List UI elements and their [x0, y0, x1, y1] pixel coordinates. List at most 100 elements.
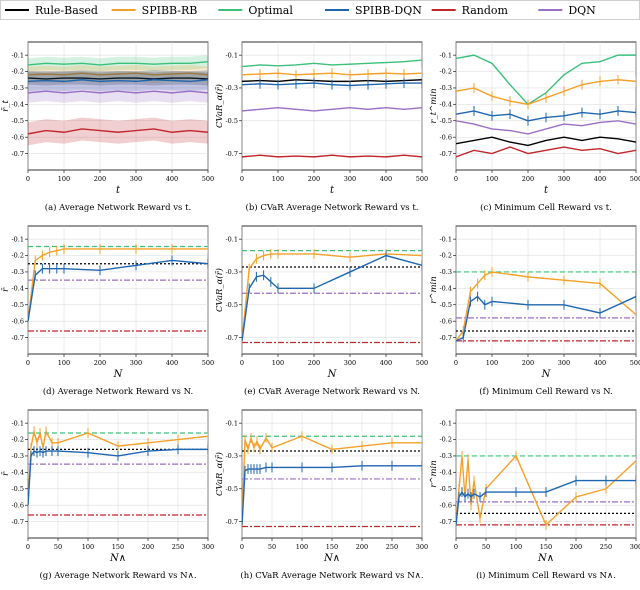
y-tick-label: -0.5	[11, 485, 24, 493]
y-tick-label: -0.1	[225, 235, 238, 243]
y-tick-label: -0.5	[439, 117, 452, 125]
y-tick-label: -0.3	[439, 452, 452, 460]
plot-area-c	[456, 54, 636, 158]
x-tick-label: 100	[58, 175, 70, 183]
y-tick-label: -0.2	[439, 436, 452, 444]
panel-a: 0 100 200 300 400 500 -0.1 -0.2 -0.3 -0.4 -0.5 -0.6…	[1, 41, 214, 213]
x-tick-label: 200	[308, 175, 320, 183]
panel-b: 0 100 200 300 400 500 -0.1 -0.3 -0.5 -0.7 t CVaR_α(…	[214, 41, 428, 213]
plot-frame-e	[241, 225, 423, 355]
y-axis-label: r̄_t	[1, 100, 11, 112]
x-tick-label: 100	[486, 359, 498, 367]
y-tick-label: -0.5	[225, 117, 238, 125]
panel-caption: (b) CVaR Average Network Reward vs t.	[246, 202, 419, 213]
x-tick-label: 200	[522, 175, 534, 183]
panel-i: 0 50 100 150 200 250 300 -0.1 -0.2 -0.3 -0.4 -0.5 -0…	[429, 409, 640, 581]
y-tick-label: -0.3	[439, 268, 452, 276]
band-random	[28, 117, 208, 146]
x-tick-label: 50	[268, 543, 276, 551]
series-line-spibbdqn	[28, 259, 208, 322]
y-axis-label: CVaR_α(r̄)	[214, 452, 225, 496]
y-axis-label: r_t^min	[429, 88, 439, 123]
y-axis-label: r̄	[1, 287, 11, 292]
x-tick-label: 100	[58, 359, 70, 367]
panel-caption: (d) Average Network Reward vs N.	[43, 386, 193, 397]
y-tick-label: -0.1	[439, 51, 452, 59]
x-axis-label: t	[330, 185, 335, 196]
y-tick-label: -0.5	[225, 301, 238, 309]
y-tick-label: -0.6	[439, 501, 452, 509]
band-dqn	[28, 81, 208, 103]
series-line-dqn	[28, 90, 208, 94]
series-line-random	[242, 154, 422, 158]
y-tick-label: -0.7	[225, 150, 238, 158]
x-tick-label: 400	[166, 175, 178, 183]
panel-d: 0 100 200 300 400 500 -0.1 -0.2 -0.3 -0.4 -0.5 -0.6…	[1, 225, 214, 397]
series-line-spibbrb	[28, 248, 208, 322]
plot-area-a	[28, 55, 208, 146]
x-tick-label: 100	[272, 175, 284, 183]
y-tick-label: -0.2	[11, 252, 24, 260]
y-tick-label: -0.1	[11, 235, 24, 243]
plot-area-f	[456, 267, 636, 343]
series-line-spibbrb	[28, 72, 208, 76]
x-tick-label: 300	[130, 359, 142, 367]
y-tick-label: -0.2	[11, 436, 24, 444]
x-tick-label: 300	[416, 543, 428, 551]
x-tick-label: 300	[558, 359, 570, 367]
y-tick-label: -0.6	[439, 133, 452, 141]
panel-g: 0 50 100 150 200 250 300 -0.1 -0.2 -0.3 -0.4 -0.5 -0…	[1, 409, 214, 581]
y-tick-label: -0.3	[439, 84, 452, 92]
y-tick-label: -0.5	[225, 485, 238, 493]
y-tick-label: -0.3	[11, 268, 24, 276]
x-tick-label: 200	[308, 359, 320, 367]
series-line-rule	[456, 136, 636, 147]
x-tick-label: 200	[94, 175, 106, 183]
x-tick-label: 500	[630, 359, 640, 367]
x-axis-label: N	[113, 369, 124, 380]
series-line-random	[28, 128, 208, 135]
y-axis-label: r^min	[429, 460, 439, 487]
y-tick-label: -0.3	[11, 84, 24, 92]
figure-svg: 0 100 200 300 400 500-0.1-0.2-0.3-0.4-0.5-0.6…	[1, 41, 640, 581]
x-tick-label: 500	[202, 359, 214, 367]
x-tick-label: 400	[166, 359, 178, 367]
x-tick-label: 250	[172, 543, 184, 551]
panel-caption: (g) Average Network Reward vs N∧.	[39, 570, 196, 581]
x-tick-label: 400	[594, 175, 606, 183]
series-line-random	[456, 146, 636, 158]
y-tick-label: -0.7	[439, 334, 452, 342]
y-tick-label: -0.5	[11, 301, 24, 309]
panel-caption: (c) Minimum Cell Reward vs t.	[480, 202, 612, 213]
y-tick-label: -0.6	[11, 317, 24, 325]
legend-label-1: SPIBB-RB	[142, 4, 198, 17]
series-line-spibbdqn	[456, 295, 636, 342]
x-axis-label: N∧	[109, 553, 126, 564]
y-tick-label: -0.1	[225, 51, 238, 59]
plot-area-h	[242, 431, 422, 528]
y-tick-label: -0.3	[225, 268, 238, 276]
y-tick-label: -0.1	[11, 419, 24, 427]
x-tick-label: 250	[600, 543, 612, 551]
y-tick-label: -0.3	[225, 452, 238, 460]
x-tick-label: 50	[482, 543, 490, 551]
x-axis-label: N∧	[323, 553, 340, 564]
y-tick-label: -0.2	[11, 68, 24, 76]
y-tick-label: -0.5	[439, 301, 452, 309]
x-tick-label: 0	[240, 543, 244, 551]
legend: Rule-Based SPIBB-RB Optimal SPIBB-DQN Random…	[0, 0, 640, 20]
y-tick-label: -0.3	[225, 84, 238, 92]
series-line-dqn	[456, 120, 636, 135]
panel-caption: (e) CVaR Average Network Reward vs N.	[244, 386, 420, 397]
y-tick-label: -0.1	[11, 51, 24, 59]
x-tick-label: 50	[54, 543, 62, 551]
legend-label-4: Random	[462, 4, 509, 17]
x-tick-label: 0	[454, 175, 458, 183]
legend-label-5: DQN	[568, 4, 596, 17]
x-tick-label: 0	[454, 359, 458, 367]
panel-caption: (a) Average Network Reward vs t.	[45, 202, 192, 213]
x-tick-label: 100	[486, 175, 498, 183]
series-line-optimal	[242, 59, 422, 68]
legend-svg: Rule-Based SPIBB-RB Optimal SPIBB-DQN Random…	[5, 4, 596, 17]
series-line-spibbrb	[242, 253, 422, 341]
